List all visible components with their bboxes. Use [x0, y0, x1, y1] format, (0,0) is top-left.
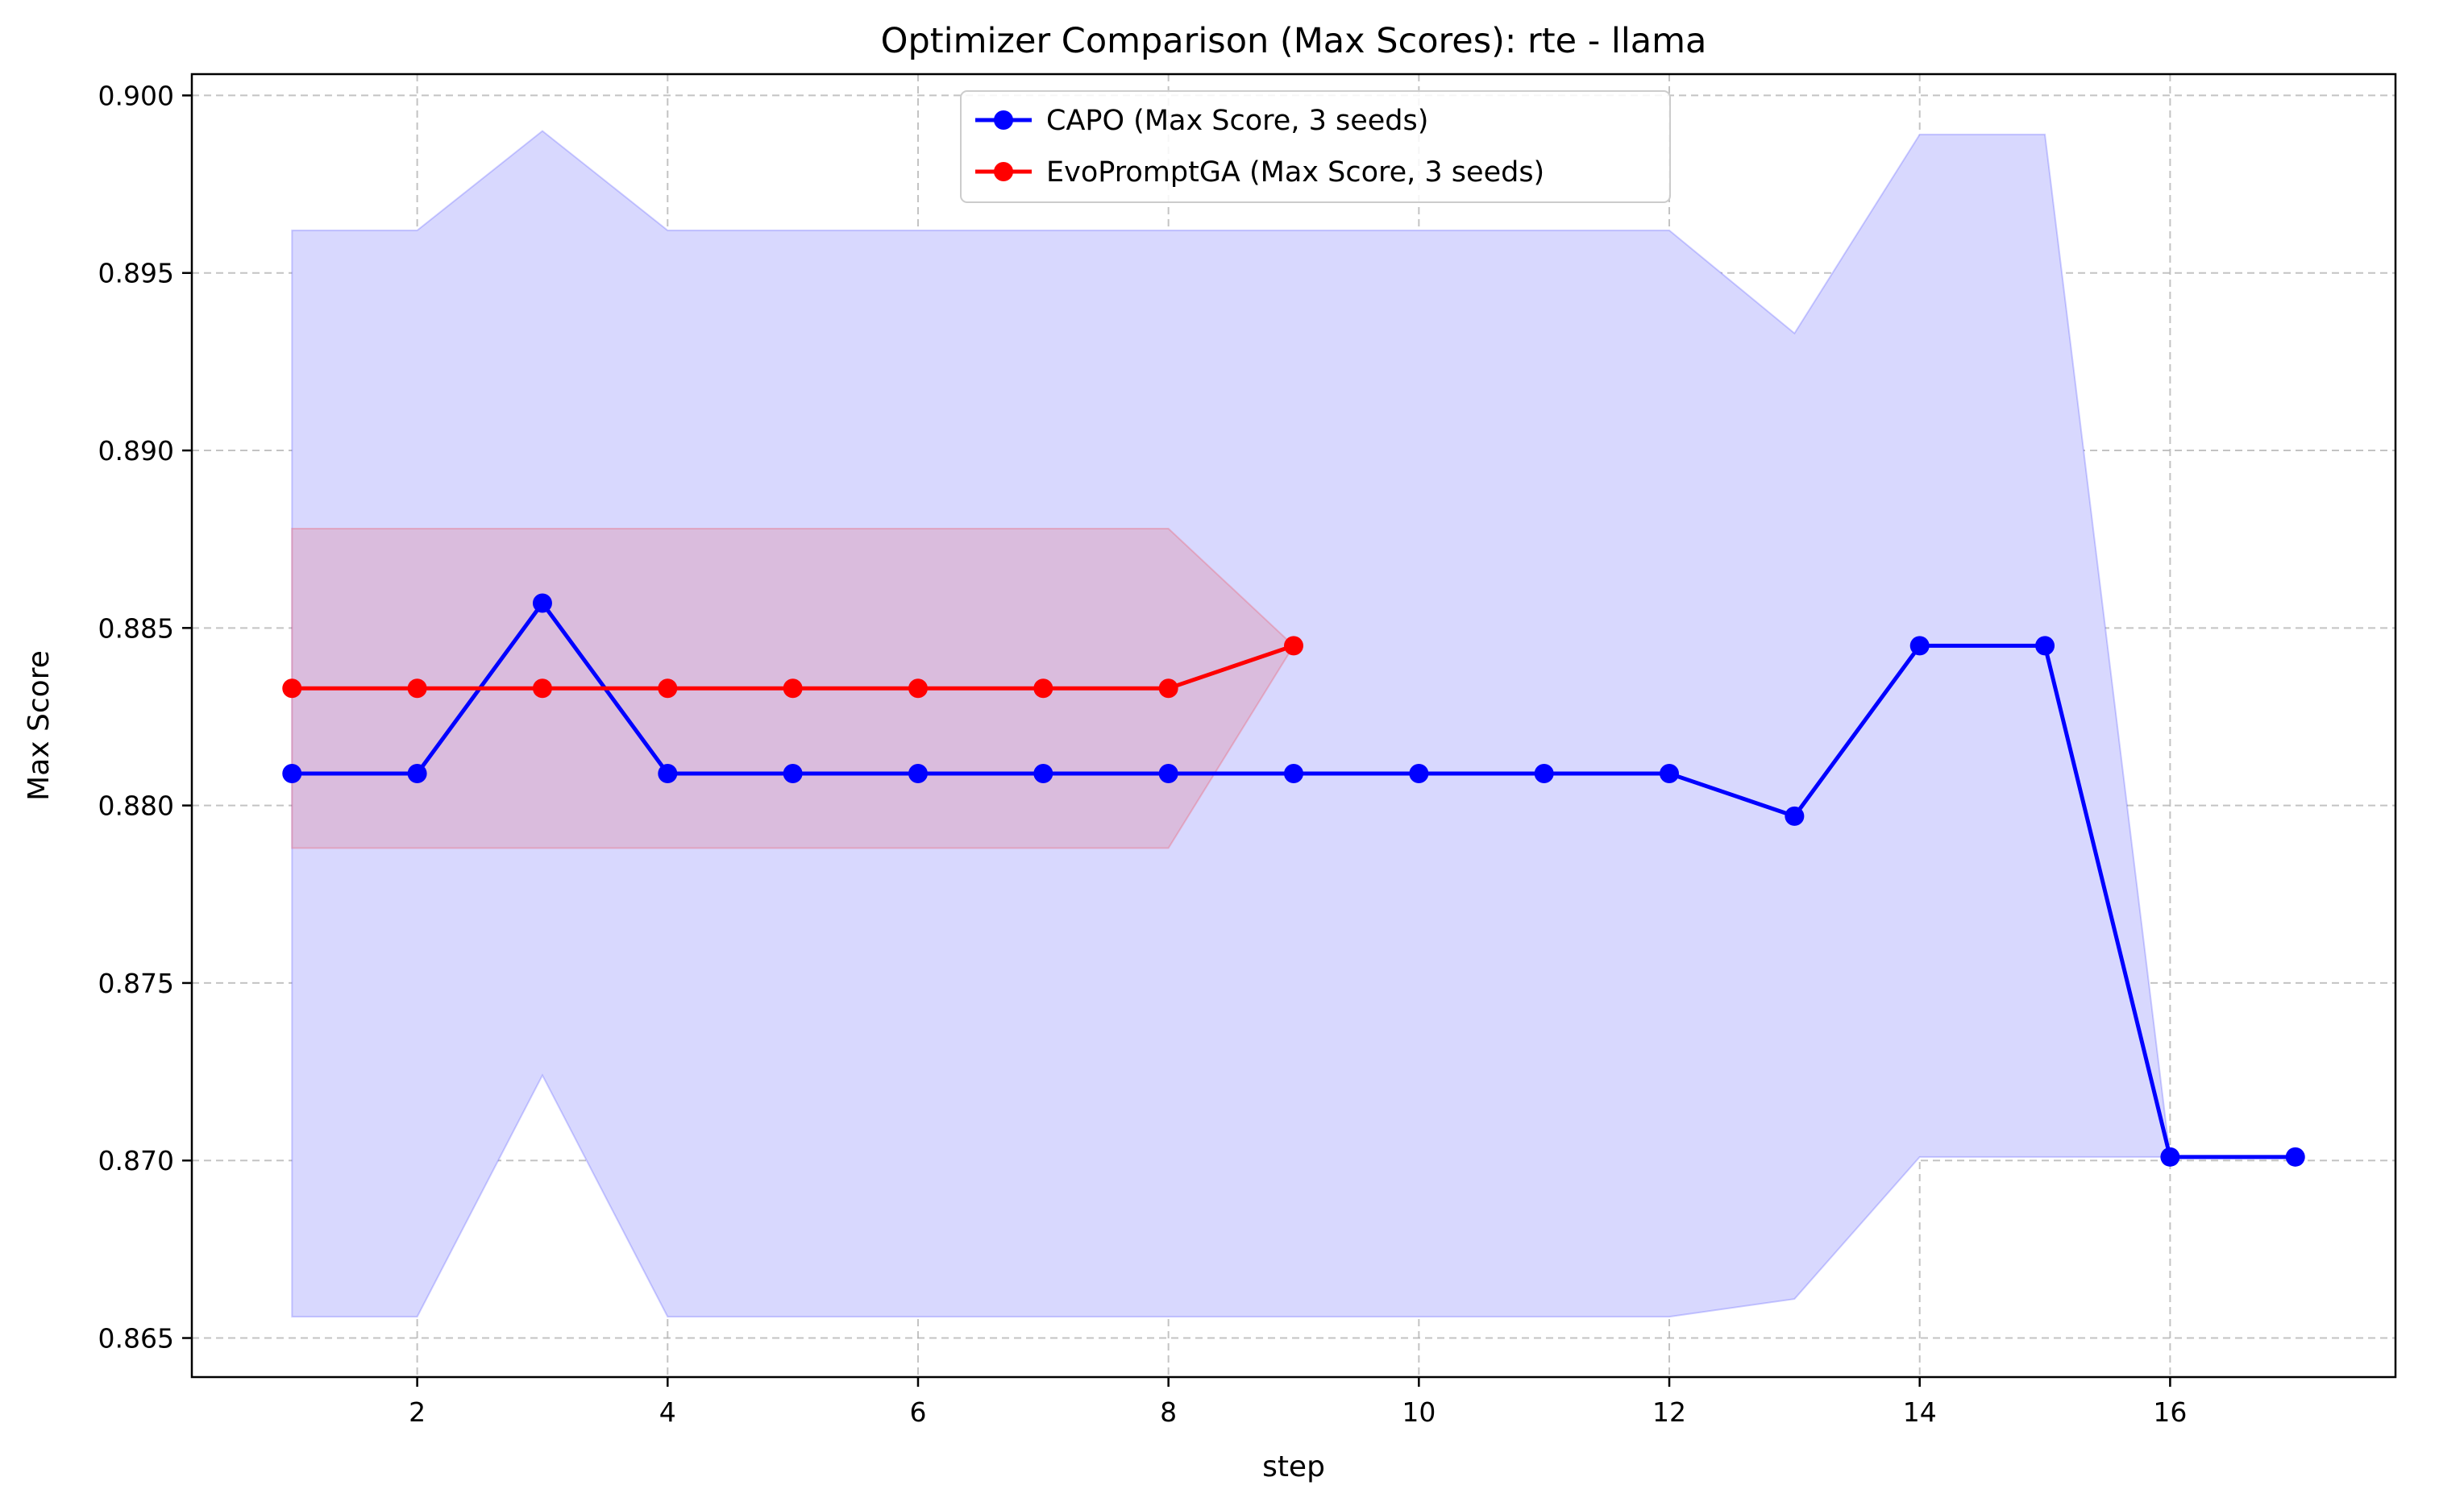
y-tick-label: 0.900: [98, 80, 174, 111]
series-1-point: [2285, 1147, 2305, 1167]
legend-label: CAPO (Max Score, 3 seeds): [1046, 105, 1428, 137]
series-1-point: [282, 763, 302, 783]
legend-swatch-marker: [994, 110, 1013, 130]
series-2-point: [1284, 636, 1303, 656]
y-tick-label: 0.865: [98, 1323, 174, 1355]
legend: CAPO (Max Score, 3 seeds) EvoPromptGA (Ma…: [960, 90, 1671, 203]
y-axis-ticks: 0.865 0.870 0.875 0.880 0.885 0.890 0.895 0.900: [98, 80, 192, 1355]
series-1-point: [1284, 763, 1303, 783]
y-tick-label: 0.870: [98, 1145, 174, 1176]
series-1-point: [1158, 763, 1178, 783]
series-lines: [282, 593, 2305, 1167]
y-axis-label: Max Score: [23, 650, 56, 801]
series-1-point: [783, 763, 803, 783]
series-2-point: [1033, 678, 1053, 699]
x-tick-label: 14: [1903, 1396, 1937, 1428]
series-1-point: [658, 763, 678, 783]
chart-title: Optimizer Comparison (Max Scores): rte -…: [881, 21, 1707, 61]
series-2-point: [532, 678, 552, 699]
series-1-point: [1534, 763, 1554, 783]
y-tick-label: 0.895: [98, 258, 174, 289]
series-2-point: [908, 678, 928, 699]
series-1-point: [1409, 763, 1429, 783]
series-1-point: [407, 763, 427, 783]
series-2-point: [282, 678, 302, 699]
y-tick-label: 0.880: [98, 790, 174, 822]
series-1-point: [908, 763, 928, 783]
y-tick-label: 0.885: [98, 612, 174, 644]
x-tick-label: 12: [1652, 1396, 1686, 1428]
x-tick-label: 6: [909, 1396, 926, 1428]
legend-swatch-marker: [994, 162, 1013, 181]
plot-frame: [190, 73, 2397, 1379]
x-tick-label: 10: [1402, 1396, 1436, 1428]
x-tick-label: 16: [2153, 1396, 2187, 1428]
x-tick-label: 2: [409, 1396, 426, 1428]
series-1-point: [2035, 636, 2055, 656]
y-tick-label: 0.890: [98, 435, 174, 467]
series-1-point: [1785, 806, 1805, 826]
x-tick-label: 8: [1160, 1396, 1177, 1428]
series-1-point: [1033, 763, 1053, 783]
series-2-point: [783, 678, 803, 699]
y-tick-label: 0.875: [98, 968, 174, 999]
legend-box: [960, 90, 1671, 203]
series-1-point: [1909, 636, 1930, 656]
x-axis-label: step: [1262, 1450, 1325, 1483]
legend-label: EvoPromptGA (Max Score, 3 seeds): [1046, 156, 1544, 189]
series-2-point: [1158, 678, 1178, 699]
series-1-point: [2160, 1147, 2180, 1167]
x-axis-ticks: 2 4 6 8 10 12 14 16: [409, 1377, 2187, 1428]
series-1-point: [532, 593, 552, 613]
confidence-bands: [291, 130, 2296, 1318]
x-tick-label: 4: [659, 1396, 676, 1428]
series-2-point: [407, 678, 427, 699]
series-1-point: [1660, 763, 1680, 783]
series-2-point: [658, 678, 678, 699]
